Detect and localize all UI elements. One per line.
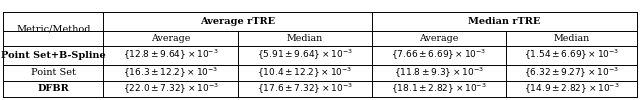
Text: $\{11.8 \pm 9.3\} \times 10^{-3}$: $\{11.8 \pm 9.3\} \times 10^{-3}$ xyxy=(394,66,484,80)
Text: DFBR: DFBR xyxy=(37,84,69,93)
Text: Median: Median xyxy=(554,34,589,43)
Text: Metric/Method: Metric/Method xyxy=(16,24,90,34)
Text: Median: Median xyxy=(287,34,323,43)
Text: $\{18.1 \pm 2.82\} \times 10^{-3}$: $\{18.1 \pm 2.82\} \times 10^{-3}$ xyxy=(391,82,487,96)
Text: Average: Average xyxy=(151,34,190,43)
Text: $\{7.66 \pm 6.69\} \times 10^{-3}$: $\{7.66 \pm 6.69\} \times 10^{-3}$ xyxy=(392,48,487,62)
Text: $\{16.3 \pm 12.2\} \times 10^{-3}$: $\{16.3 \pm 12.2\} \times 10^{-3}$ xyxy=(123,66,218,80)
Text: $\{22.0 \pm 7.32\} \times 10^{-3}$: $\{22.0 \pm 7.32\} \times 10^{-3}$ xyxy=(122,82,218,96)
Text: $\{6.32 \pm 9.27\} \times 10^{-3}$: $\{6.32 \pm 9.27\} \times 10^{-3}$ xyxy=(524,66,619,80)
Text: $\{14.9 \pm 2.82\} \times 10^{-3}$: $\{14.9 \pm 2.82\} \times 10^{-3}$ xyxy=(524,82,620,96)
Text: Average rTRE: Average rTRE xyxy=(200,17,275,26)
Text: Median rTRE: Median rTRE xyxy=(468,17,541,26)
Text: Point Set+B-Spline: Point Set+B-Spline xyxy=(1,51,106,60)
Text: $\{12.8 \pm 9.64\} \times 10^{-3}$: $\{12.8 \pm 9.64\} \times 10^{-3}$ xyxy=(123,48,218,62)
Text: $\{17.6 \pm 7.32\} \times 10^{-3}$: $\{17.6 \pm 7.32\} \times 10^{-3}$ xyxy=(257,82,353,96)
Text: $\{5.91 \pm 9.64\} \times 10^{-3}$: $\{5.91 \pm 9.64\} \times 10^{-3}$ xyxy=(257,48,353,62)
Text: $\{10.4 \pm 12.2\} \times 10^{-3}$: $\{10.4 \pm 12.2\} \times 10^{-3}$ xyxy=(257,66,353,80)
Text: Point Set: Point Set xyxy=(31,68,76,77)
Text: Average: Average xyxy=(419,34,459,43)
Text: $\{1.54 \pm 6.69\} \times 10^{-3}$: $\{1.54 \pm 6.69\} \times 10^{-3}$ xyxy=(524,48,620,62)
